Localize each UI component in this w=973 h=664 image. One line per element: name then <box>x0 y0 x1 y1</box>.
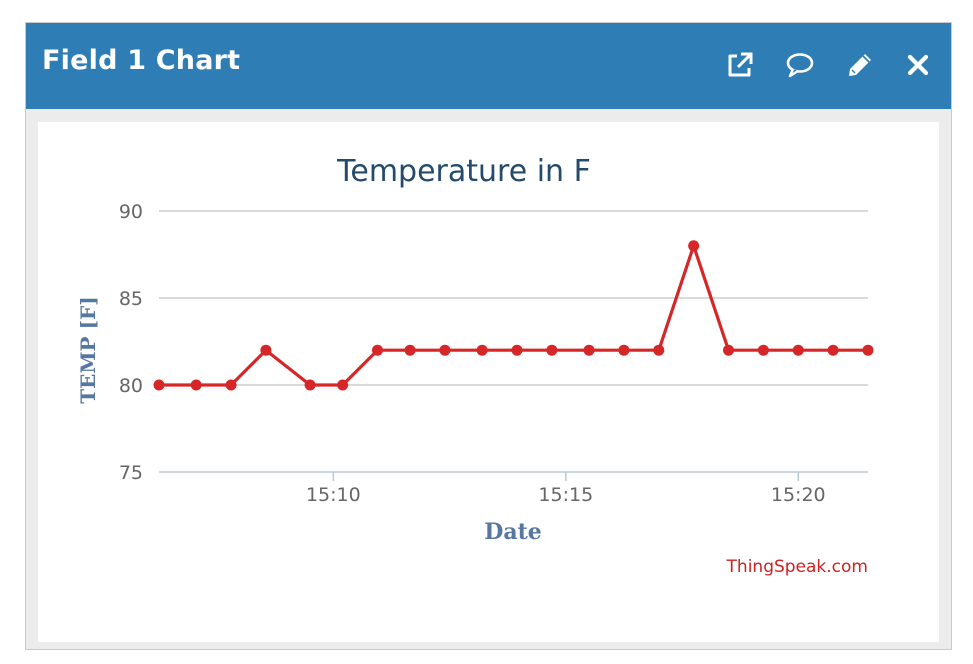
data-point[interactable] <box>618 344 630 356</box>
data-point[interactable] <box>439 344 451 356</box>
data-point[interactable] <box>827 344 839 356</box>
data-point[interactable] <box>757 344 769 356</box>
y-axis-label: TEMP [F] <box>76 296 100 403</box>
external-link-icon <box>728 52 753 77</box>
y-tick-label: 75 <box>119 462 143 484</box>
chart-body: 75 80 85 90 15:10 15:15 15:20 Temperature in F… <box>38 122 939 642</box>
data-point[interactable] <box>404 344 416 356</box>
data-point[interactable] <box>723 344 735 356</box>
pencil-icon <box>849 54 871 76</box>
x-tick-label: 15:10 <box>306 484 361 506</box>
comment-icon <box>786 53 814 78</box>
panel-title: Field 1 Chart <box>42 45 241 76</box>
close-icon <box>907 54 929 76</box>
line-chart[interactable]: 75 80 85 90 15:10 15:15 15:20 Temperature in F… <box>38 122 939 642</box>
credit-link[interactable]: ThingSpeak.com <box>726 557 868 577</box>
chart-panel: Field 1 Chart <box>25 22 952 650</box>
y-tick-label: 85 <box>119 288 143 310</box>
data-point[interactable] <box>511 344 523 356</box>
data-point[interactable] <box>190 379 202 391</box>
data-point[interactable] <box>304 379 316 391</box>
data-point[interactable] <box>792 344 804 356</box>
y-tick-label: 80 <box>119 375 143 397</box>
series-line <box>159 244 868 387</box>
edit-button[interactable] <box>842 47 878 83</box>
data-point[interactable] <box>260 344 272 356</box>
data-point[interactable] <box>583 344 595 356</box>
x-tick-label: 15:20 <box>771 484 826 506</box>
data-point[interactable] <box>688 240 700 252</box>
panel-header: Field 1 Chart <box>26 23 951 109</box>
data-point[interactable] <box>862 344 874 356</box>
data-point[interactable] <box>153 379 165 391</box>
data-point[interactable] <box>653 344 665 356</box>
data-point[interactable] <box>546 344 558 356</box>
x-axis-label: Date <box>484 519 542 545</box>
close-button[interactable] <box>900 47 936 83</box>
external-link-button[interactable] <box>722 47 758 83</box>
data-point[interactable] <box>372 344 384 356</box>
data-point[interactable] <box>225 379 237 391</box>
data-point[interactable] <box>476 344 488 356</box>
comment-button[interactable] <box>782 47 818 83</box>
x-tick-label: 15:15 <box>538 484 593 506</box>
y-tick-label: 90 <box>119 201 143 223</box>
chart-title: Temperature in F <box>336 154 591 189</box>
data-point[interactable] <box>337 379 349 391</box>
